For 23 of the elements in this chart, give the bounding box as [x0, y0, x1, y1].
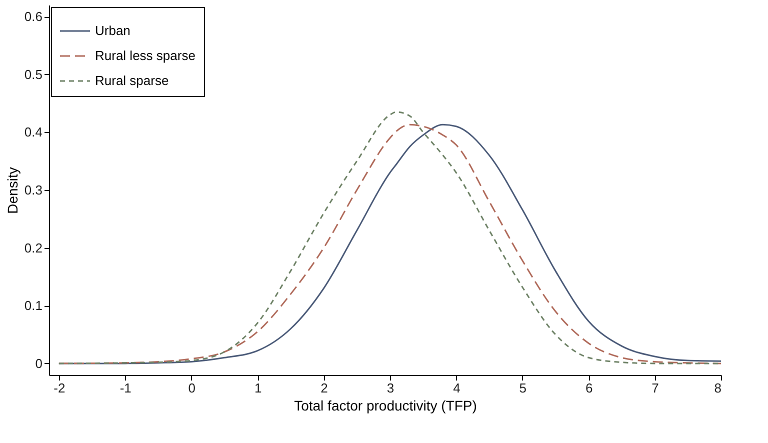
- x-tick-label: 5: [519, 380, 526, 396]
- x-tick-label: 0: [188, 380, 196, 396]
- x-tick-label: 1: [254, 380, 262, 396]
- y-tick-label: 0.1: [24, 298, 42, 314]
- x-tick-label: 3: [386, 380, 394, 396]
- y-axis-title: Density: [4, 167, 20, 214]
- x-tick-label: 8: [714, 380, 722, 396]
- legend-label: Rural less sparse: [95, 48, 196, 63]
- x-tick-label: -1: [120, 380, 132, 396]
- x-tick-label: 2: [320, 380, 328, 396]
- x-tick-label: 7: [652, 380, 659, 396]
- y-tick-label: 0.2: [24, 240, 42, 256]
- legend-label: Rural sparse: [95, 73, 169, 88]
- x-axis-title: Total factor productivity (TFP): [294, 398, 477, 414]
- x-tick-label: 6: [585, 380, 593, 396]
- y-tick-label: 0.4: [24, 124, 42, 140]
- x-tick-label: -2: [54, 380, 66, 396]
- y-tick-label: 0.3: [24, 182, 42, 198]
- y-tick-label: 0: [35, 356, 42, 371]
- x-tick-label: 4: [453, 380, 460, 396]
- y-tick-label: 0.6: [24, 9, 42, 24]
- y-tick-label: 0.5: [24, 66, 42, 82]
- legend-label: Urban: [95, 23, 130, 38]
